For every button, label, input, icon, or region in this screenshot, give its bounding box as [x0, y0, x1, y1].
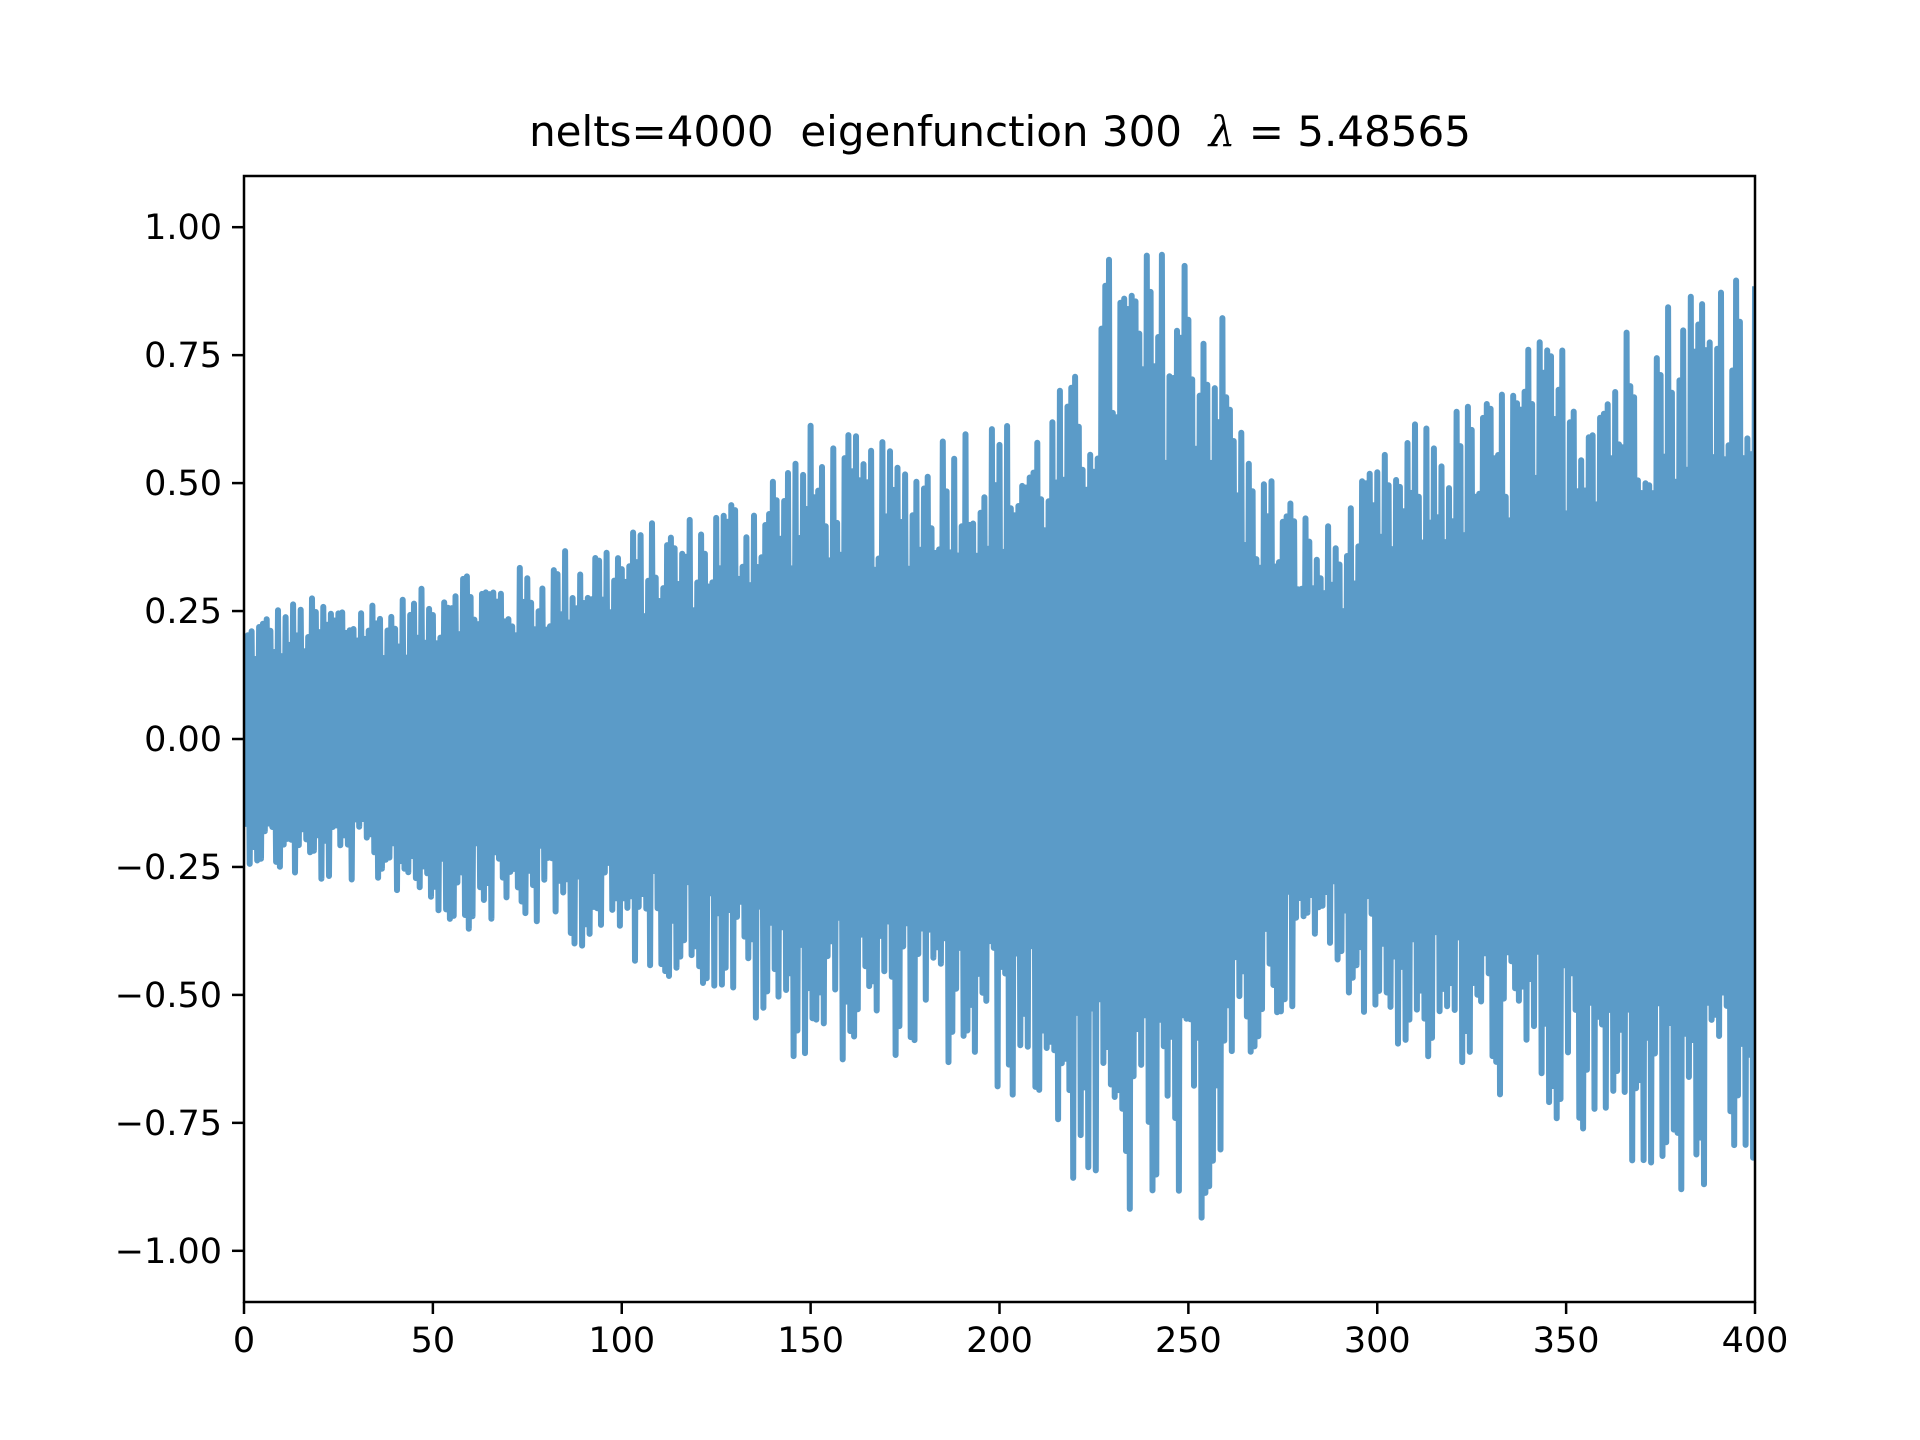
- y-tick-label: 0.75: [144, 336, 222, 376]
- chart-title: nelts=4000 eigenfunction 300 λ = 5.48565: [529, 107, 1471, 156]
- y-axis: 1.00 0.75 0.50 0.25 0.00 −0.25 −0.50 −0.75 −1.00: [115, 208, 244, 1272]
- x-tick-label: 350: [1533, 1321, 1600, 1361]
- x-axis: 0 50 100 150 200 250 300 350 400: [233, 1302, 1789, 1361]
- x-tick-label: 300: [1344, 1321, 1411, 1361]
- y-tick-label: 0.25: [144, 592, 222, 632]
- y-tick-label: 1.00: [144, 208, 222, 248]
- x-tick-label: 200: [966, 1321, 1033, 1361]
- x-tick-label: 50: [411, 1321, 456, 1361]
- x-tick-label: 150: [777, 1321, 844, 1361]
- y-tick-label: 0.00: [144, 720, 222, 760]
- y-tick-label: −0.75: [115, 1104, 222, 1144]
- title-value: = 5.48565: [1235, 107, 1471, 156]
- y-tick-label: −0.50: [115, 976, 222, 1016]
- title-prefix: nelts=4000 eigenfunction 300: [529, 107, 1209, 156]
- title-lambda-symbol: λ: [1207, 107, 1236, 156]
- series-layer: [244, 251, 1755, 1221]
- x-tick-label: 0: [233, 1321, 255, 1361]
- x-tick-label: 250: [1155, 1321, 1222, 1361]
- eigenfunction-line: [244, 251, 1755, 1221]
- x-tick-label: 400: [1722, 1321, 1789, 1361]
- y-tick-label: −1.00: [115, 1232, 222, 1272]
- y-tick-label: 0.50: [144, 464, 222, 504]
- y-tick-label: −0.25: [115, 848, 222, 888]
- x-tick-label: 100: [588, 1321, 655, 1361]
